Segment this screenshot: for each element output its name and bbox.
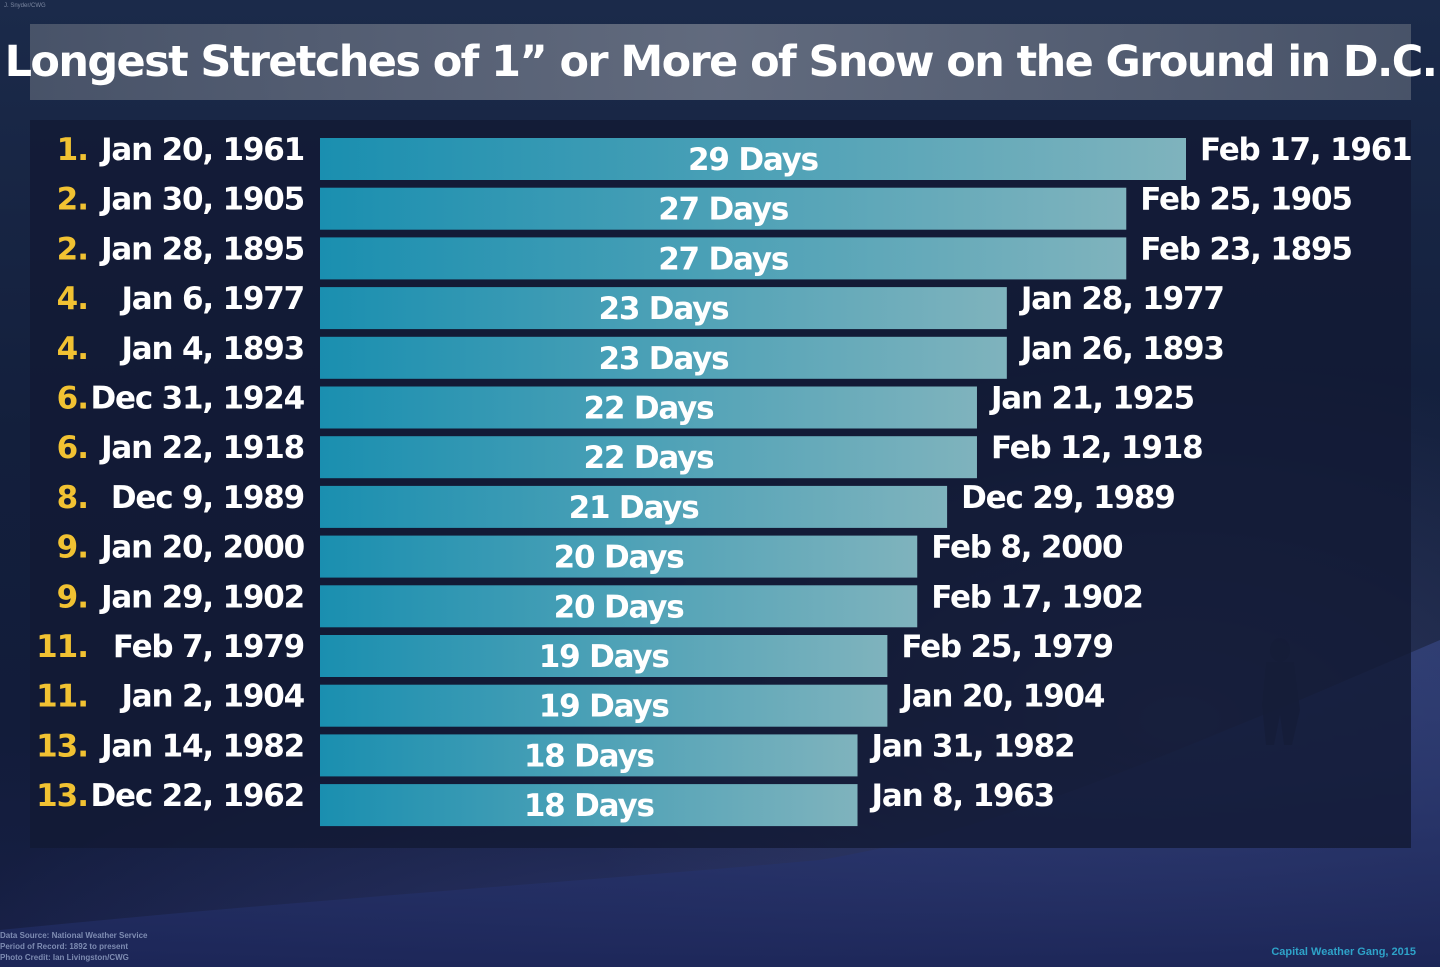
chart-row: 9. Jan 29, 1902 20 Days Feb 17, 1902 <box>57 579 1144 628</box>
end-date-label: Feb 25, 1979 <box>901 629 1113 665</box>
chart-row: 9. Jan 20, 2000 20 Days Feb 8, 2000 <box>57 530 1124 578</box>
start-date-label: Feb 7, 1979 <box>113 629 304 665</box>
chart-row: 6. Dec 31, 1924 22 Days Jan 21, 1925 <box>57 381 1195 429</box>
end-date-label: Feb 12, 1918 <box>991 430 1203 466</box>
bar <box>320 535 918 578</box>
bar-value-label: 27 Days <box>658 241 788 277</box>
bar <box>320 287 1007 330</box>
start-date-label: Dec 9, 1989 <box>111 480 304 516</box>
rank-label: 4. <box>57 331 88 367</box>
chart-row: 2. Jan 30, 1905 27 Days Feb 25, 1905 <box>57 182 1353 230</box>
chart-row: 11. Jan 2, 1904 19 Days Jan 20, 1904 <box>36 679 1106 727</box>
chart-row: 4. Jan 6, 1977 23 Days Jan 28, 1977 <box>57 281 1225 330</box>
end-date-label: Jan 31, 1982 <box>870 728 1075 764</box>
bar <box>320 386 977 429</box>
start-date-label: Jan 20, 1961 <box>99 132 304 168</box>
end-date-label: Feb 23, 1895 <box>1140 231 1352 267</box>
chart-row: 4. Jan 4, 1893 23 Days Jan 26, 1893 <box>57 331 1225 379</box>
bar-value-label: 23 Days <box>598 291 728 327</box>
bar <box>320 336 1007 379</box>
footer-credits: Data Source: National Weather Service Pe… <box>0 930 147 963</box>
bar-value-label: 23 Days <box>598 341 728 377</box>
end-date-label: Feb 25, 1905 <box>1140 182 1352 218</box>
chart-row: 6. Jan 22, 1918 22 Days Feb 12, 1918 <box>57 430 1204 479</box>
bar-value-label: 18 Days <box>524 788 654 824</box>
start-date-label: Jan 14, 1982 <box>99 728 304 764</box>
chart-row: 11. Feb 7, 1979 19 Days Feb 25, 1979 <box>36 629 1114 677</box>
end-date-label: Dec 29, 1989 <box>961 480 1175 516</box>
start-date-label: Jan 20, 2000 <box>99 530 305 566</box>
bar <box>320 585 918 628</box>
bar-value-label: 27 Days <box>658 192 788 228</box>
rank-label: 9. <box>57 579 88 615</box>
bar-value-label: 29 Days <box>688 142 818 178</box>
end-date-label: Jan 8, 1963 <box>870 778 1055 814</box>
bar-value-label: 22 Days <box>584 440 714 476</box>
data-source-text: Data Source: National Weather Service <box>0 931 148 940</box>
bar-value-label: 22 Days <box>584 391 714 427</box>
rank-label: 1. <box>57 132 88 168</box>
photo-credit-text: Photo Credit: Ian Livingston/CWG <box>0 953 129 962</box>
bar-value-label: 19 Days <box>539 639 669 675</box>
rank-label: 4. <box>57 281 88 317</box>
bar-value-label: 21 Days <box>569 490 699 526</box>
bar <box>320 635 888 677</box>
bar-value-label: 18 Days <box>524 738 654 774</box>
chart-row: 8. Dec 9, 1989 21 Days Dec 29, 1989 <box>57 480 1176 528</box>
bar <box>320 784 858 827</box>
bar <box>320 734 858 777</box>
bar <box>320 436 977 479</box>
title-bar: Longest Stretches of 1” or More of Snow … <box>4 24 1438 100</box>
rank-label: 6. <box>57 430 88 466</box>
start-date-label: Jan 2, 1904 <box>119 679 304 715</box>
bar-value-label: 19 Days <box>539 689 669 725</box>
rank-label: 11. <box>36 679 88 715</box>
end-date-label: Feb 17, 1961 <box>1200 132 1412 168</box>
start-date-label: Dec 31, 1924 <box>90 381 304 417</box>
chart-row: 13. Dec 22, 1962 18 Days Jan 8, 1963 <box>36 778 1055 827</box>
chart-title: Longest Stretches of 1” or More of Snow … <box>4 37 1438 87</box>
chart-row: 13. Jan 14, 1982 18 Days Jan 31, 1982 <box>36 728 1076 777</box>
rank-label: 2. <box>57 231 88 267</box>
end-date-label: Jan 26, 1893 <box>1019 331 1224 367</box>
chart-row: 1. Jan 20, 1961 29 Days Feb 17, 1961 <box>57 132 1413 180</box>
period-of-record-text: Period of Record: 1892 to present <box>0 942 129 951</box>
start-date-label: Jan 4, 1893 <box>119 331 304 367</box>
bar <box>320 138 1186 180</box>
bar <box>320 684 888 727</box>
rank-label: 13. <box>36 728 88 764</box>
bar <box>320 485 948 528</box>
bar <box>320 237 1127 280</box>
end-date-label: Feb 17, 1902 <box>931 579 1143 615</box>
end-date-label: Jan 28, 1977 <box>1019 281 1224 317</box>
end-date-label: Jan 20, 1904 <box>899 679 1105 715</box>
start-date-label: Dec 22, 1962 <box>90 778 304 814</box>
rank-label: 8. <box>57 480 88 516</box>
rank-label: 9. <box>57 530 88 566</box>
rank-label: 2. <box>57 182 88 218</box>
chart-row: 2. Jan 28, 1895 27 Days Feb 23, 1895 <box>57 231 1353 280</box>
bars-layer: 1. Jan 20, 1961 29 Days Feb 17, 1961 2. Jan 3… <box>36 132 1413 827</box>
rank-label: 11. <box>36 629 88 665</box>
start-date-label: Jan 29, 1902 <box>99 579 304 615</box>
start-date-label: Jan 30, 1905 <box>99 182 304 218</box>
bar <box>320 187 1127 230</box>
rank-label: 13. <box>36 778 88 814</box>
end-date-label: Jan 21, 1925 <box>989 381 1194 417</box>
brand-credit: Capital Weather Gang, 2015 <box>1271 946 1416 958</box>
start-date-label: Jan 22, 1918 <box>99 430 304 466</box>
bar-value-label: 20 Days <box>554 589 684 625</box>
start-date-label: Jan 28, 1895 <box>99 231 304 267</box>
start-date-label: Jan 6, 1977 <box>119 281 304 317</box>
rank-label: 6. <box>57 381 88 417</box>
end-date-label: Feb 8, 2000 <box>931 530 1123 566</box>
bar-value-label: 20 Days <box>554 540 684 576</box>
photo-credit-tiny: J. Snyder/CWG <box>4 3 46 9</box>
